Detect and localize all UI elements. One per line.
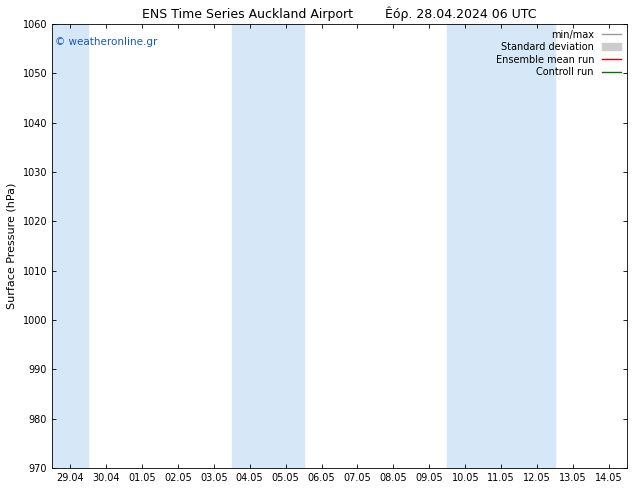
Title: ENS Time Series Auckland Airport        Êόρ. 28.04.2024 06 UTC: ENS Time Series Auckland Airport Êόρ. 28… <box>142 7 537 22</box>
Bar <box>231 24 304 468</box>
Text: © weatheronline.gr: © weatheronline.gr <box>55 37 157 48</box>
Bar <box>448 24 555 468</box>
Legend: min/max, Standard deviation, Ensemble mean run, Controll run: min/max, Standard deviation, Ensemble me… <box>491 26 625 81</box>
Y-axis label: Surface Pressure (hPa): Surface Pressure (hPa) <box>7 183 17 309</box>
Bar <box>52 24 88 468</box>
